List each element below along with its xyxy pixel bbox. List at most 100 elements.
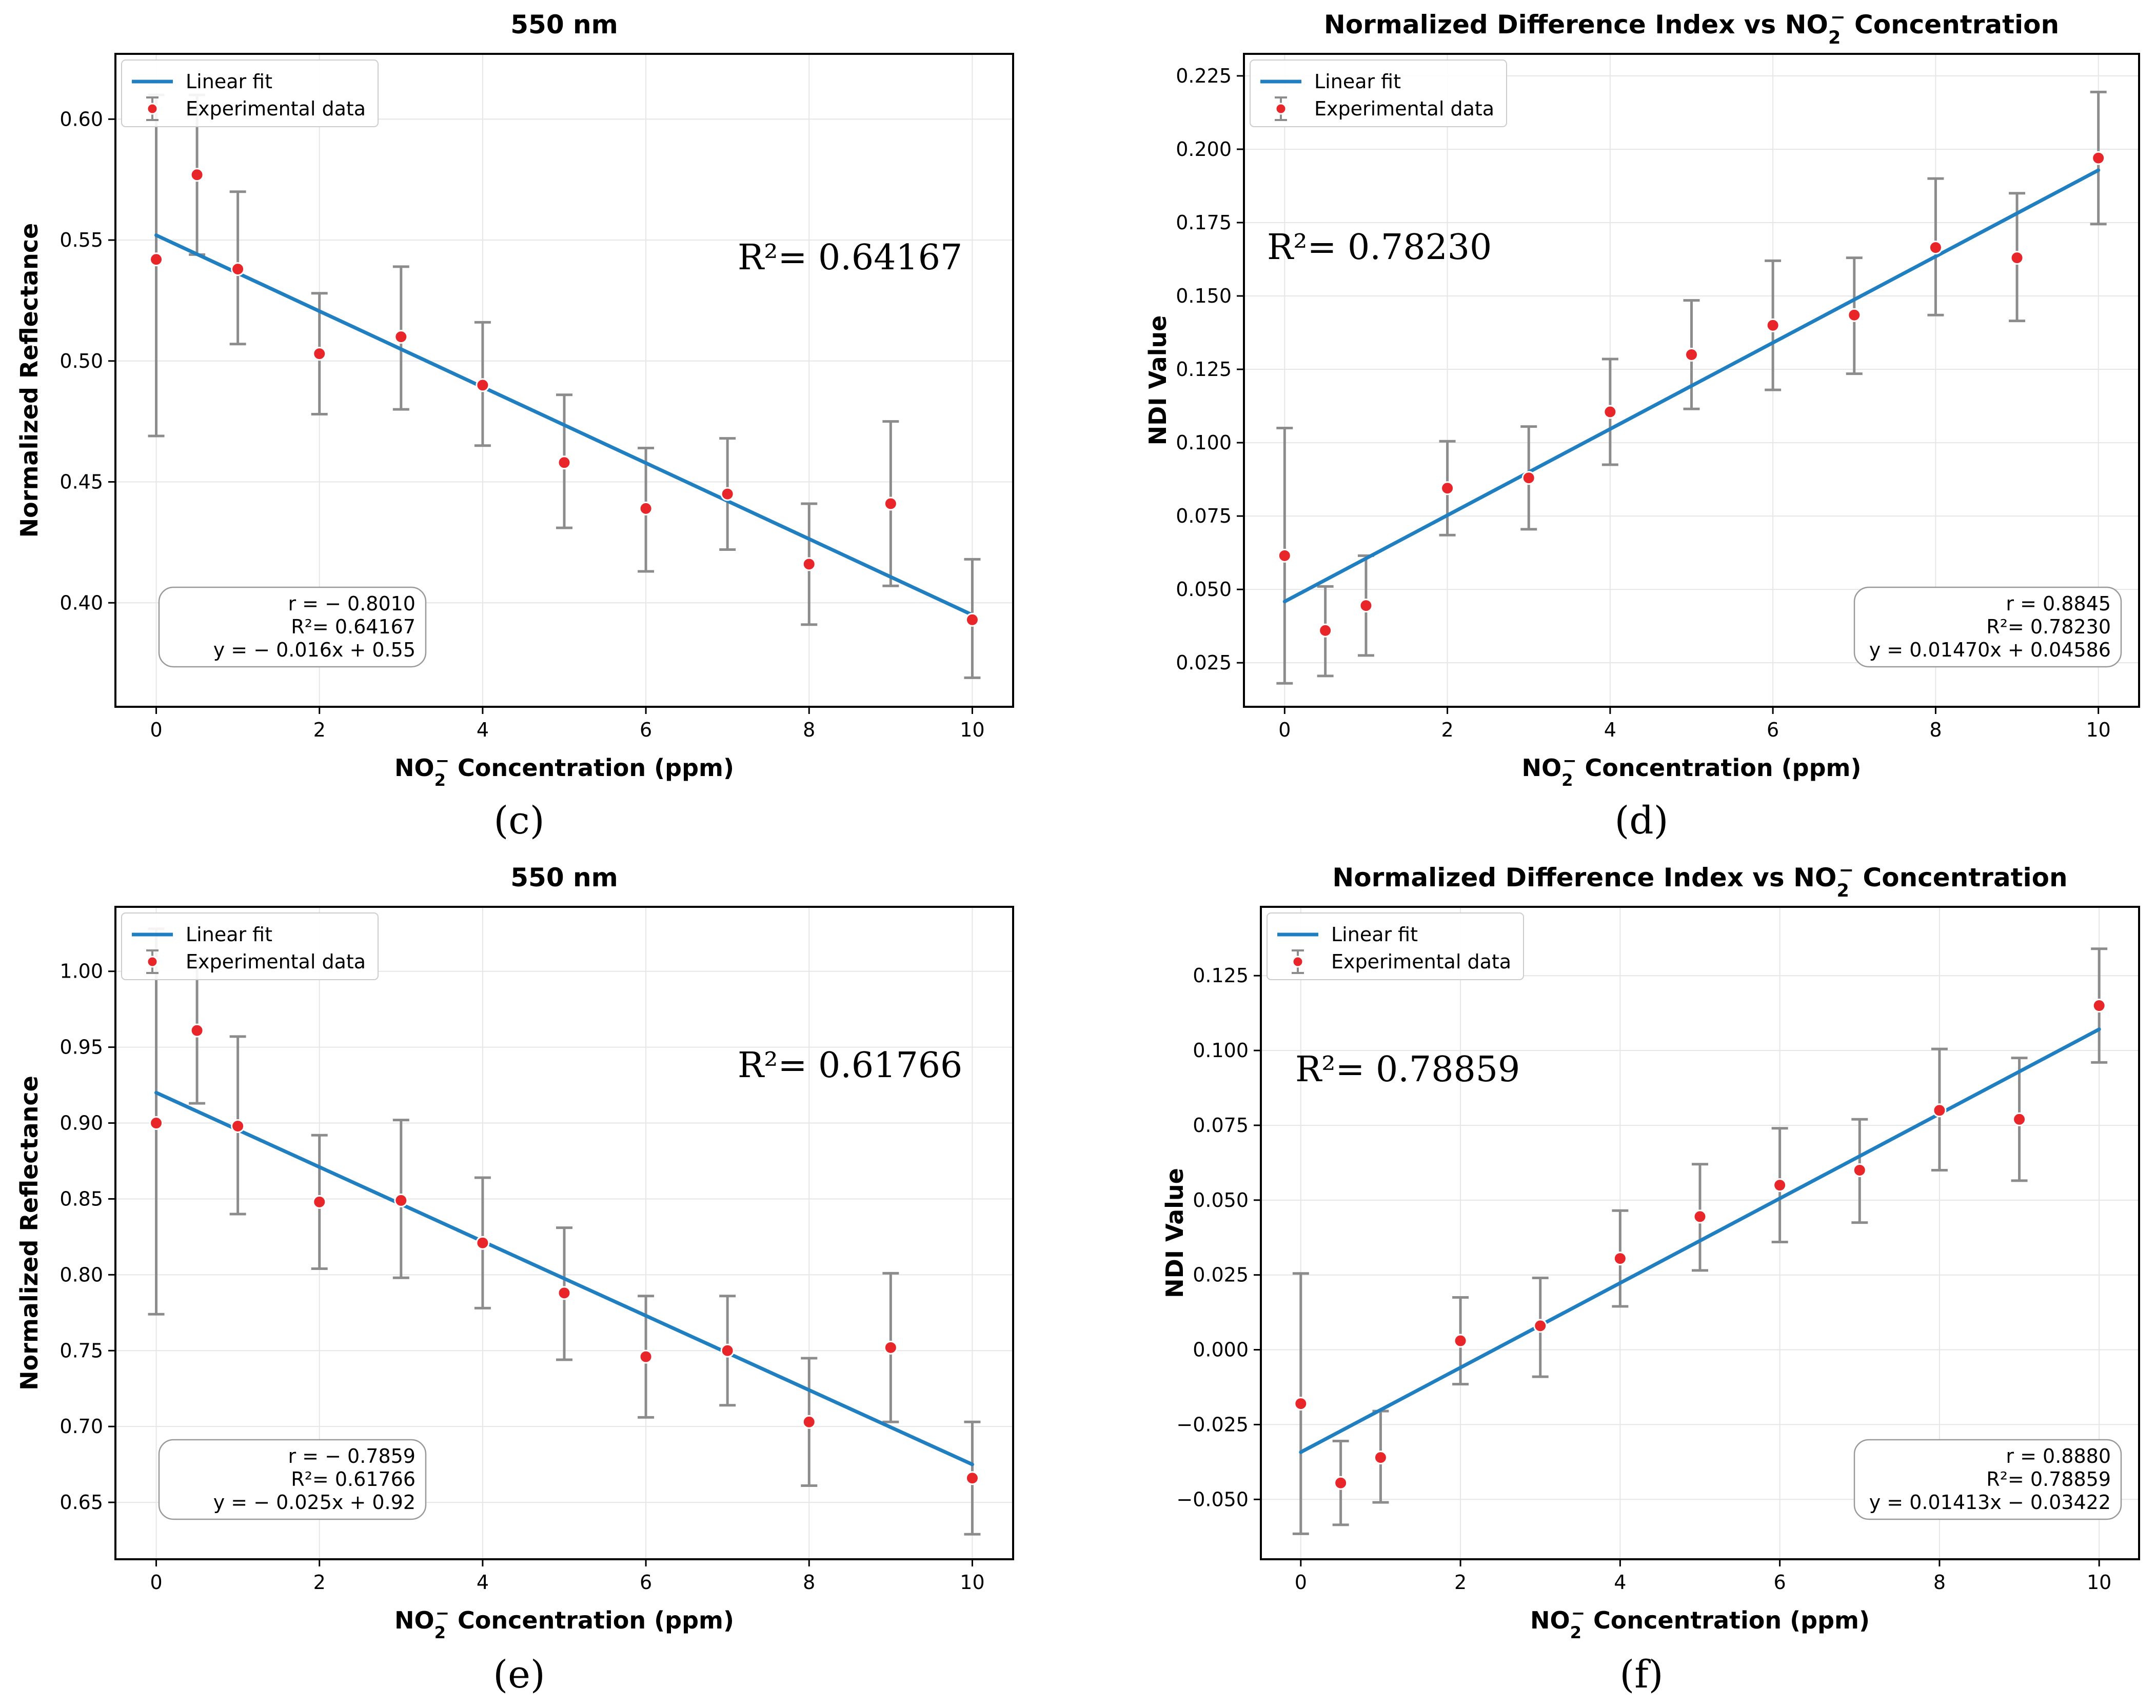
legend-marker-swatch xyxy=(146,956,159,968)
x-tick-label-1: 2 xyxy=(313,719,326,741)
data-point-1 xyxy=(190,168,204,182)
legend-label-fit: Linear fit xyxy=(1331,923,1418,946)
data-point-0 xyxy=(149,1116,164,1130)
data-point-3 xyxy=(312,1195,327,1209)
plot-area xyxy=(1276,90,2107,685)
y-tick-label-2: 0.50 xyxy=(60,350,103,372)
r2-annotation: R²= 0.64167 xyxy=(738,237,962,278)
x-tick-label-3: 6 xyxy=(640,719,652,741)
y-tick-label-4: 0.125 xyxy=(1176,358,1232,381)
data-point-9 xyxy=(802,1415,816,1429)
legend-label-data: Experimental data xyxy=(186,950,366,973)
stats-line-3: y = − 0.016x + 0.55 xyxy=(213,639,416,661)
x-tick-label-5: 10 xyxy=(960,719,984,741)
y-tick-label-3: 0.80 xyxy=(60,1263,103,1286)
data-point-6 xyxy=(1685,347,1698,362)
stats-line-3: y = 0.01470x + 0.04586 xyxy=(1869,639,2111,661)
panel-label: (c) xyxy=(493,799,544,843)
y-tick-label-2: 0.000 xyxy=(1193,1339,1249,1361)
data-point-3 xyxy=(312,347,327,361)
data-point-2 xyxy=(231,262,245,276)
data-point-9 xyxy=(802,557,816,571)
legend: Linear fit Experimental data xyxy=(1250,59,1507,127)
r2-annotation: R²= 0.78230 xyxy=(1267,227,1492,268)
stats-line-2: R²= 0.78859 xyxy=(1986,1468,2111,1491)
y-axis-title: NDI Value xyxy=(1144,315,1172,446)
r2-annotation: R²= 0.61766 xyxy=(738,1045,962,1086)
plot-frame xyxy=(1243,53,2140,708)
plot-frame xyxy=(1260,906,2140,1560)
panel-label: (e) xyxy=(493,1653,545,1697)
y-axis-title: Normalized Reflectance xyxy=(15,1076,43,1391)
panel-label: (f) xyxy=(1619,1653,1663,1697)
y-tick-label-5: 0.90 xyxy=(60,1112,103,1135)
stats-frame xyxy=(1853,586,2122,668)
data-point-11 xyxy=(965,1471,979,1485)
x-axis-title: NO2− Concentration (ppm) xyxy=(394,751,734,790)
stats-line-1: r = 0.8880 xyxy=(2006,1445,2111,1467)
y-tick-label-5: 0.150 xyxy=(1176,285,1232,307)
legend-box xyxy=(121,912,379,980)
legend-box xyxy=(121,59,379,127)
data-point-8 xyxy=(720,487,735,501)
y-tick-label-0: 0.65 xyxy=(60,1491,103,1514)
y-tick-label-1: −0.025 xyxy=(1176,1413,1249,1436)
data-point-10 xyxy=(2012,1112,2027,1126)
stats-line-2: R²= 0.61766 xyxy=(291,1468,416,1491)
data-point-5 xyxy=(476,378,490,392)
y-tick-label-6: 0.100 xyxy=(1193,1039,1249,1062)
y-tick-label-0: 0.025 xyxy=(1176,651,1232,674)
data-point-11 xyxy=(2092,999,2106,1013)
legend-label-data: Experimental data xyxy=(1331,950,1511,973)
fit-line xyxy=(154,1090,974,1466)
data-point-7 xyxy=(639,1349,653,1364)
y-tick-label-3: 0.025 xyxy=(1193,1264,1249,1286)
data-point-1 xyxy=(190,1023,204,1038)
data-point-10 xyxy=(2010,251,2024,265)
chart-panel-4: 0 2 4 6 8 10 −0.050 −0.025 0.000 0.025 0.050 0.075 0… xyxy=(1161,860,2140,1697)
data-point-11 xyxy=(965,612,979,627)
chart-panel-3: 0 2 4 6 8 10 0.65 0.70 0.75 0.80 0.85 0.90 0.95 1.00 5… xyxy=(15,863,1014,1697)
data-point-10 xyxy=(883,1340,898,1355)
x-tick-label-0: 0 xyxy=(150,719,162,741)
chart-title: Normalized Difference Index vs NO2− Conc… xyxy=(1324,7,2059,48)
x-tick-label-4: 8 xyxy=(803,1571,815,1594)
chart-title: Normalized Difference Index vs NO2− Conc… xyxy=(1332,860,2067,901)
data-point-5 xyxy=(1613,1252,1627,1266)
fit-line xyxy=(1282,168,2101,604)
data-point-6 xyxy=(1693,1209,1707,1224)
stats-line-3: y = 0.01413x − 0.03422 xyxy=(1869,1491,2111,1514)
y-tick-label-7: 0.200 xyxy=(1176,138,1232,161)
data-point-2 xyxy=(1373,1451,1388,1465)
x-tick-label-5: 10 xyxy=(2087,1571,2111,1594)
data-point-3 xyxy=(1440,481,1455,495)
x-axis-title: NO2− Concentration (ppm) xyxy=(1530,1603,1870,1642)
stats-line-1: r = − 0.7859 xyxy=(288,1445,416,1467)
legend-label-fit: Linear fit xyxy=(1314,70,1401,93)
x-tick-label-2: 4 xyxy=(477,719,489,741)
y-tick-label-7: 0.125 xyxy=(1193,964,1249,987)
x-tick-label-2: 4 xyxy=(1614,1571,1626,1594)
stats-frame xyxy=(1853,1439,2122,1520)
x-tick-label-5: 10 xyxy=(960,1571,984,1594)
data-point-9 xyxy=(1928,241,1943,255)
y-tick-label-6: 0.95 xyxy=(60,1036,103,1059)
data-point-8 xyxy=(1847,308,1862,322)
stats-line-1: r = 0.8845 xyxy=(2006,592,2111,615)
data-point-0 xyxy=(1277,548,1292,563)
y-tick-label-6: 0.175 xyxy=(1176,211,1232,234)
plot-frame xyxy=(114,53,1014,708)
data-point-11 xyxy=(2091,151,2106,165)
plot-frame xyxy=(114,906,1014,1560)
stats-line-3: y = − 0.025x + 0.92 xyxy=(213,1491,416,1514)
chart-title: 550 nm xyxy=(510,863,618,892)
data-point-0 xyxy=(149,252,164,267)
y-tick-label-8: 0.225 xyxy=(1176,65,1232,87)
y-tick-label-3: 0.100 xyxy=(1176,431,1232,454)
legend-marker-swatch xyxy=(1275,103,1287,115)
plot-area xyxy=(148,927,981,1536)
x-tick-label-4: 8 xyxy=(803,719,815,741)
data-point-7 xyxy=(1773,1178,1787,1193)
